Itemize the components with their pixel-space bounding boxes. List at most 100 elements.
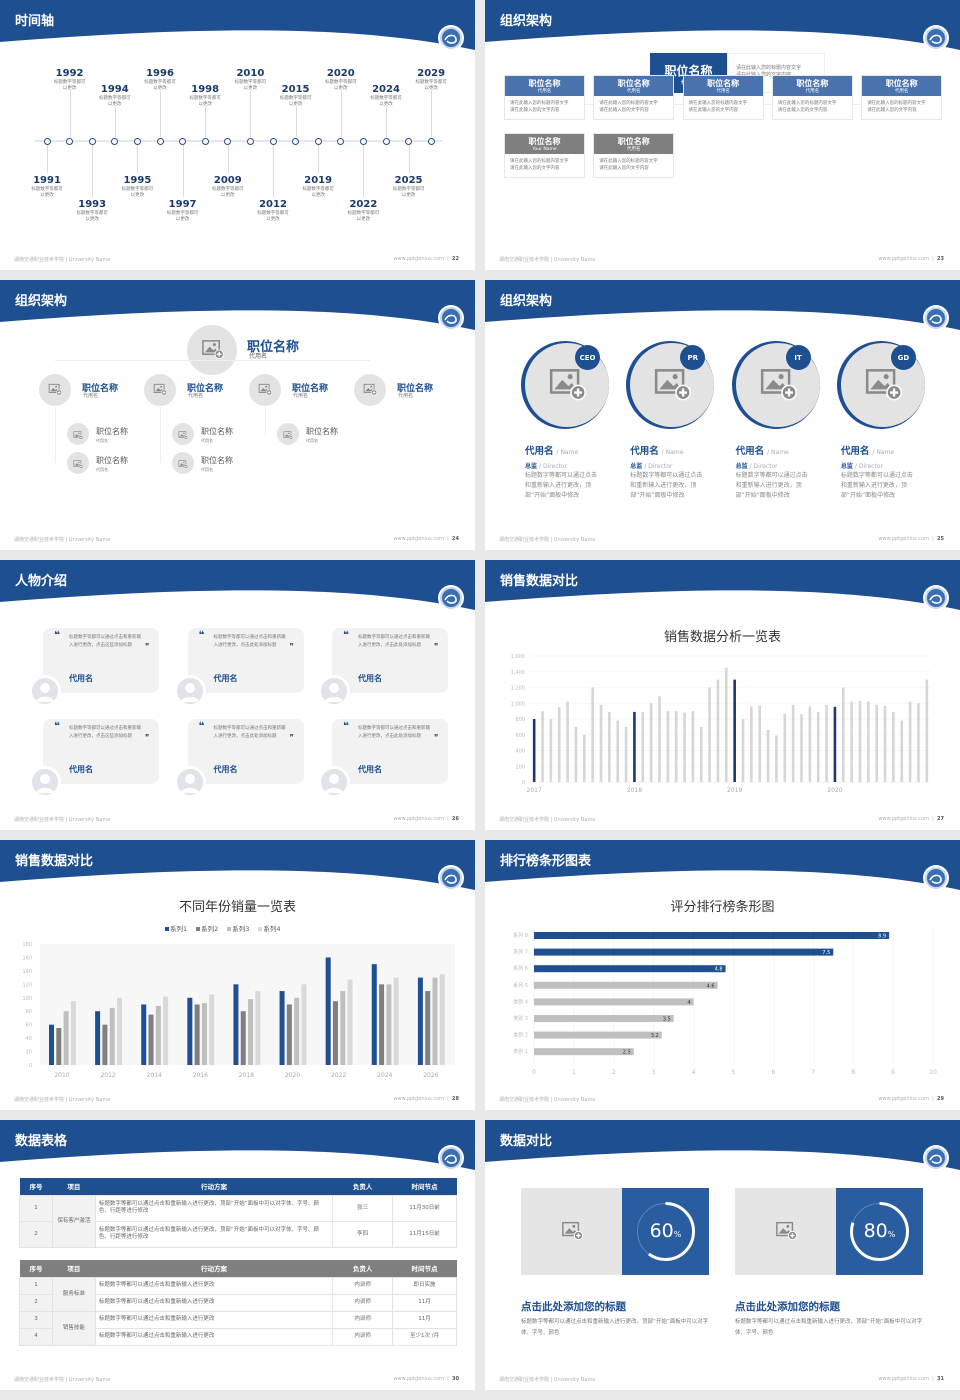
timeline-connector bbox=[182, 145, 184, 197]
org-box-header: 职位名称 代用名 bbox=[594, 134, 674, 154]
page-number: 22 bbox=[452, 256, 459, 262]
timeline-node[interactable] bbox=[179, 137, 187, 145]
footer-site: www.pptgenius.com bbox=[878, 256, 929, 262]
timeline-node[interactable] bbox=[133, 137, 141, 145]
y-tick-label: 120 bbox=[22, 982, 32, 988]
x-tick-label: 2018 bbox=[627, 787, 642, 794]
image-add-icon bbox=[653, 364, 692, 406]
quote-open-icon: ❝ bbox=[198, 721, 205, 732]
org-box[interactable]: 职位名称 代用名 请在此输入您的标题内容文字 请在此输入您的文字内容 bbox=[504, 75, 585, 120]
timeline-node[interactable] bbox=[405, 137, 413, 145]
footer-school: 湖南交通职业技术学院 | University Name bbox=[499, 1377, 596, 1383]
org-box-sub: 代用名 bbox=[627, 89, 641, 94]
member-photo[interactable] bbox=[735, 343, 820, 427]
org-child-photo[interactable] bbox=[67, 452, 89, 474]
org-box-header: 职位名称 代用名 bbox=[505, 76, 584, 96]
timeline-node[interactable] bbox=[269, 137, 277, 145]
timeline-node[interactable] bbox=[66, 137, 74, 145]
org-box[interactable]: 职位名称 代用名 请在此输入您的标题内容文字 请在此输入您的文字内容 bbox=[593, 133, 675, 178]
timeline-node[interactable] bbox=[314, 137, 322, 145]
slide-org-chart-boxes: 组织架构 湖南交通职业技术学院 | University Name www.pptg… bbox=[485, 0, 960, 270]
bar bbox=[393, 977, 399, 1065]
bar bbox=[541, 711, 544, 782]
x-tick-label: 2018 bbox=[239, 1072, 254, 1079]
timeline-node[interactable] bbox=[337, 137, 345, 145]
card-title[interactable]: 点击此处添加您的标题 bbox=[521, 1301, 626, 1313]
org-branch-photo[interactable] bbox=[144, 374, 176, 406]
card-title[interactable]: 点击此处添加您的标题 bbox=[735, 1301, 840, 1313]
x-tick-label: 2017 bbox=[527, 787, 542, 794]
timeline-year: 2009 bbox=[213, 175, 242, 186]
timeline-year: 1996 bbox=[146, 68, 174, 79]
footer-right: www.pptgenius.com | 27 bbox=[878, 816, 944, 822]
table-header-cell: 负责人 bbox=[352, 1183, 373, 1192]
timeline-node[interactable] bbox=[43, 137, 51, 145]
timeline-year: 2020 bbox=[326, 68, 355, 79]
timeline-node[interactable] bbox=[111, 137, 119, 145]
timeline-node[interactable] bbox=[156, 137, 164, 145]
org-child-photo[interactable] bbox=[277, 423, 299, 445]
org-box[interactable]: 职位名称 代用名 请在此输入您的标题内容文字 请在此输入您的文字内容 bbox=[861, 75, 943, 120]
bar bbox=[867, 701, 870, 782]
quote-open-icon: ❝ bbox=[198, 630, 205, 641]
timeline-node[interactable] bbox=[224, 137, 232, 145]
member-role-row: 总监 / Director bbox=[736, 453, 778, 472]
testimonial-card: ❝ 标题数字等都可以通过点击和重新输入进行更改，点击这些添加标题 ❞ 代用名 bbox=[43, 719, 159, 784]
timeline-node[interactable] bbox=[382, 137, 390, 145]
org-box[interactable]: 职位名称 代用名 请在此输入您的标题内容文字 请在此输入您的文字内容 bbox=[771, 75, 853, 120]
org-box[interactable]: 职位名称 Your Name 请在此输入您的标题内容文字 请在此输入您的文字内容 bbox=[504, 133, 585, 178]
timeline-node[interactable] bbox=[201, 137, 209, 145]
avatar bbox=[29, 675, 61, 707]
footer-site: www.pptgenius.com bbox=[878, 1376, 929, 1382]
org-box[interactable]: 职位名称 代用名 请在此输入您的标题内容文字 请在此输入您的文字内容 bbox=[682, 75, 764, 120]
org-child-photo[interactable] bbox=[172, 423, 194, 445]
org-box-header: 职位名称 Your Name bbox=[505, 134, 584, 154]
member-name: 代用名 bbox=[840, 446, 870, 457]
bar bbox=[371, 964, 377, 1065]
testimonial-card: ❝ 标题数字等都可以通过点击和重新输入进行更改，点击此处添加标题 ❞ 代用名 bbox=[187, 719, 304, 784]
org-child-photo[interactable] bbox=[67, 423, 89, 445]
timeline-node[interactable] bbox=[88, 137, 96, 145]
org-box-desc: 请在此输入您的标题内容文字 请在此输入您的文字内容 bbox=[867, 100, 926, 114]
org-child-photo[interactable] bbox=[172, 452, 194, 474]
footer-school: 湖南交通职业技术学院 | University Name bbox=[499, 537, 596, 543]
org-branch-photo[interactable] bbox=[39, 374, 71, 406]
timeline-connector bbox=[386, 107, 387, 137]
slide-title: 数据对比 bbox=[500, 1134, 553, 1149]
avatar bbox=[318, 766, 350, 798]
timeline-node[interactable] bbox=[427, 137, 435, 145]
table-header-cell: 序号 bbox=[29, 1265, 43, 1274]
org-box[interactable]: 职位名称 代用名 请在此输入您的标题内容文字 请在此输入您的文字内容 bbox=[593, 75, 675, 120]
bar bbox=[240, 1011, 246, 1065]
data-label: 8.9 bbox=[878, 934, 886, 940]
org-branch-sub: 代用名 bbox=[188, 393, 204, 399]
bar bbox=[825, 704, 828, 782]
y-category-label: 类别 1 bbox=[513, 1048, 528, 1055]
cell-owner: 内训师 bbox=[332, 1293, 394, 1312]
org-branch-sub: 代用名 bbox=[293, 393, 309, 399]
bar bbox=[850, 701, 853, 782]
header-band bbox=[0, 0, 475, 56]
footer-school: 湖南交通职业技术学院 | University Name bbox=[14, 257, 111, 263]
timeline-node[interactable] bbox=[246, 137, 254, 145]
data-label: 4.8 bbox=[715, 967, 723, 973]
image-add-icon bbox=[178, 454, 188, 473]
image-placeholder[interactable] bbox=[521, 1188, 622, 1275]
image-add-icon bbox=[48, 381, 62, 400]
member-name-en: / Name bbox=[767, 449, 789, 456]
timeline-text: 标题数字等都可以更改 bbox=[144, 80, 176, 91]
timeline-node[interactable] bbox=[292, 137, 300, 145]
timeline-connector bbox=[273, 145, 274, 197]
image-add-icon bbox=[775, 1219, 797, 1245]
org-child-title: 职位名称 bbox=[96, 427, 128, 436]
timeline-node[interactable] bbox=[359, 137, 367, 145]
org-branch-photo[interactable] bbox=[249, 374, 281, 406]
org-top-photo[interactable] bbox=[187, 325, 237, 375]
bar bbox=[117, 997, 123, 1065]
org-box-sub: 代用名 bbox=[805, 89, 820, 94]
timeline-year: 2015 bbox=[281, 84, 310, 95]
org-branch-photo[interactable] bbox=[354, 374, 386, 406]
image-placeholder[interactable] bbox=[735, 1188, 836, 1275]
table-header-cell: 序号 bbox=[29, 1183, 43, 1192]
percent-unit: % bbox=[673, 1230, 682, 1239]
